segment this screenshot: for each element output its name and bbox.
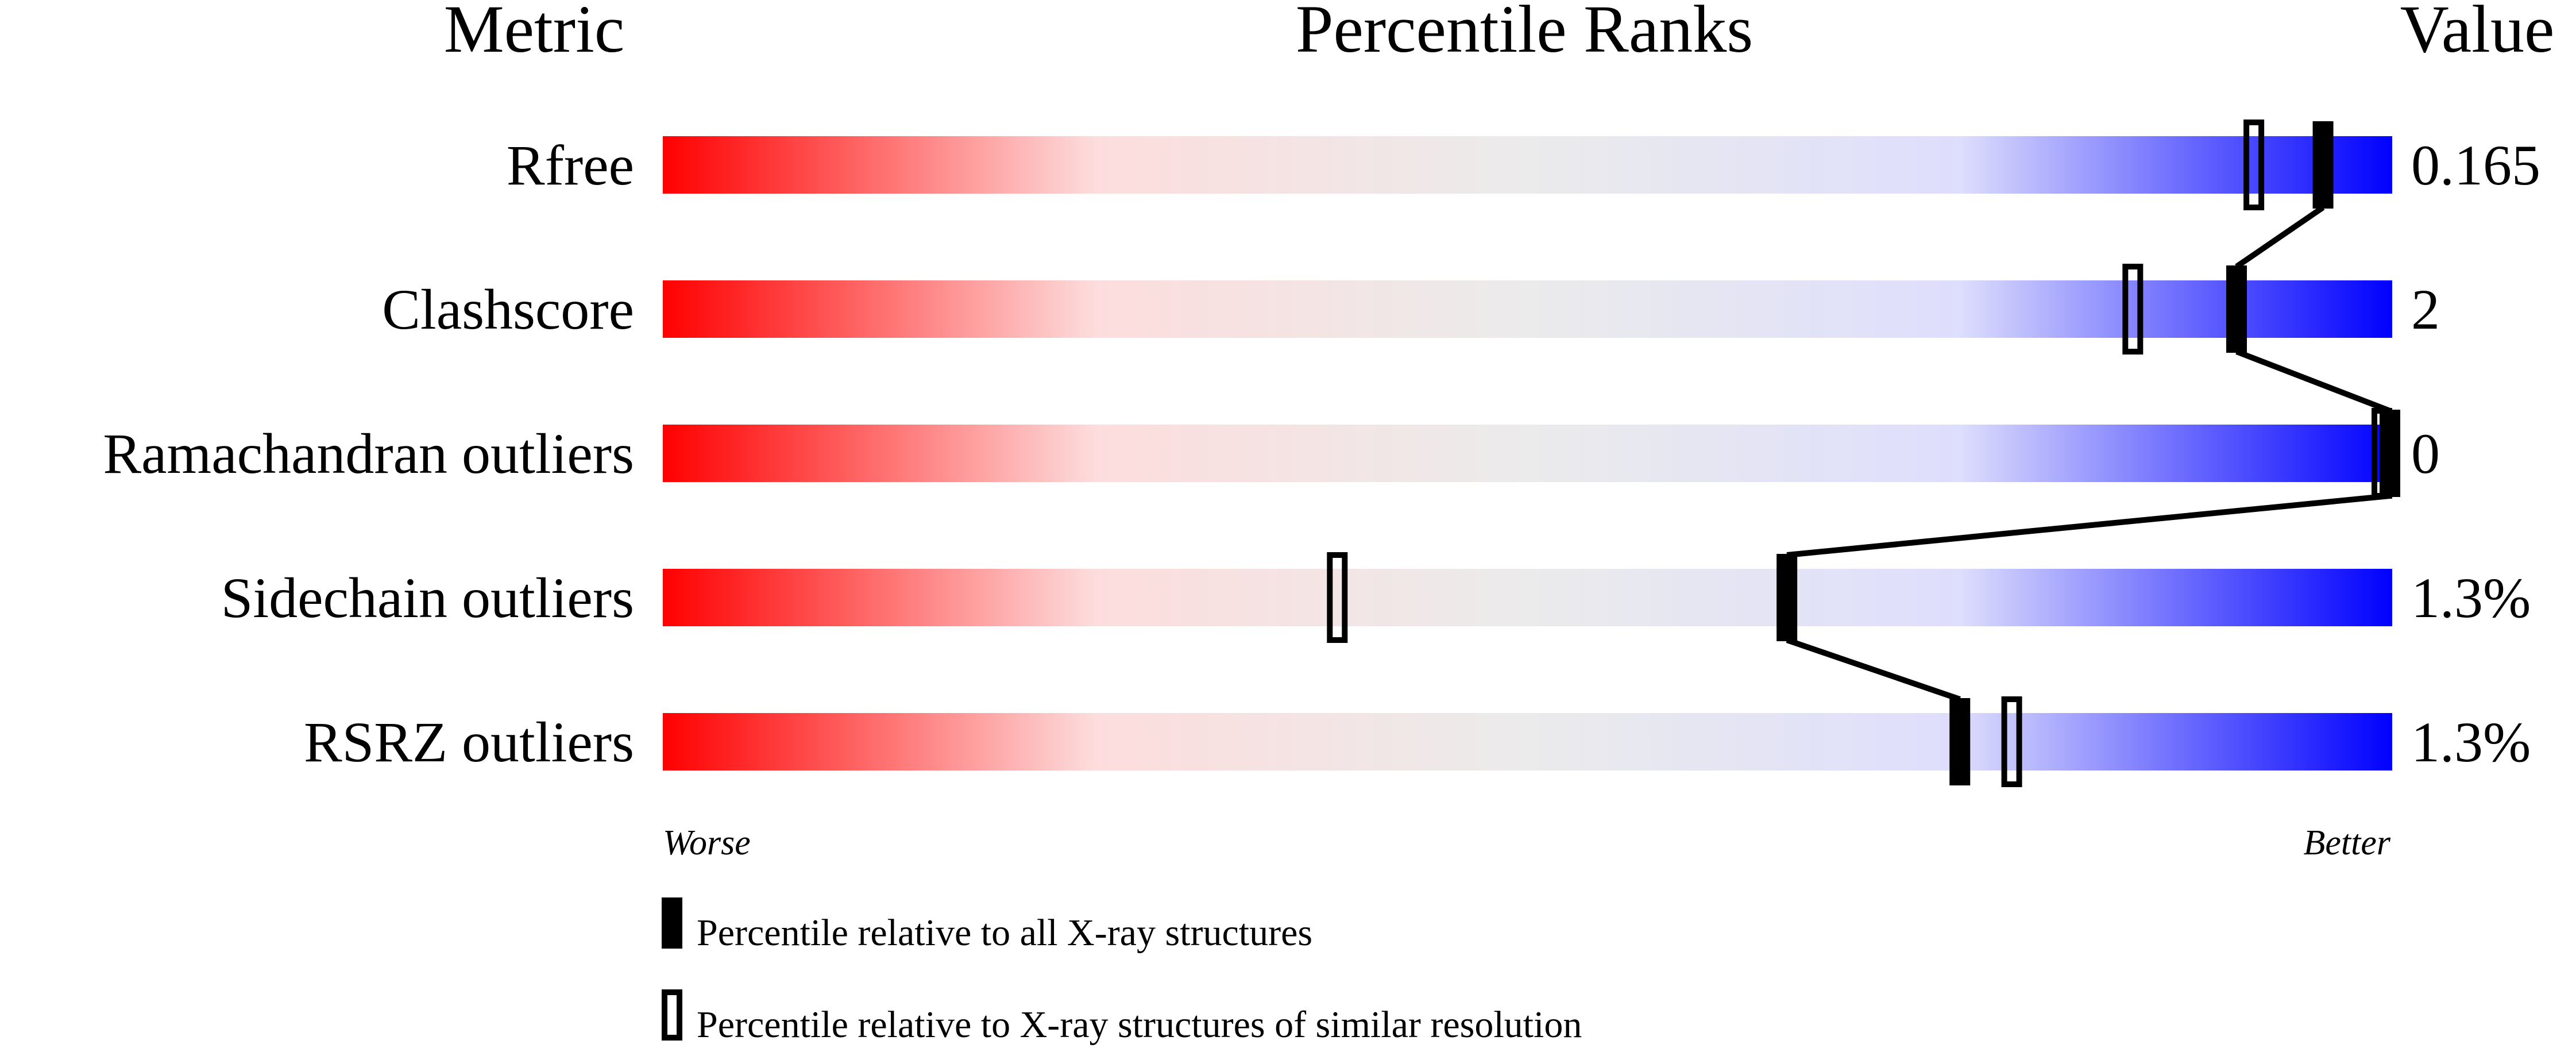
axis-label-worse: Worse <box>663 823 751 862</box>
metric-row: RSRZ outliers 1.3% <box>304 696 2531 787</box>
metric-value: 1.3% <box>2411 566 2531 630</box>
metric-label: Rfree <box>507 133 634 197</box>
percentile-bar <box>663 136 2392 194</box>
connector-line <box>1786 493 2390 558</box>
header-percentile-ranks: Percentile Ranks <box>1296 0 1753 67</box>
legend-open-marker <box>662 989 682 1041</box>
legend-filled-marker <box>662 897 682 949</box>
metric-value: 2 <box>2411 278 2440 341</box>
marker-all-structures <box>2312 121 2334 209</box>
marker-all-structures <box>2380 410 2400 497</box>
metric-row: Clashscore 2 <box>382 264 2440 355</box>
marker-similar-resolution <box>1327 552 1348 643</box>
metric-label: Sidechain outliers <box>221 566 634 630</box>
metric-row: Ramachandran outliers 0 <box>103 408 2440 499</box>
connector-line <box>2235 205 2325 269</box>
connector-line <box>2235 349 2391 414</box>
metric-label: Ramachandran outliers <box>103 422 634 486</box>
marker-all-structures <box>1949 698 1971 785</box>
metric-row: Rfree 0.165 <box>507 120 2540 210</box>
metric-label: RSRZ outliers <box>304 710 634 774</box>
percentile-bar <box>663 713 2392 770</box>
marker-all-structures <box>1776 554 1798 641</box>
percentile-bar <box>663 280 2392 338</box>
metric-row: Sidechain outliers 1.3% <box>221 552 2531 643</box>
metric-value: 1.3% <box>2411 710 2531 774</box>
marker-similar-resolution <box>2001 696 2022 787</box>
marker-all-structures <box>2226 265 2247 353</box>
legend-label-all: Percentile relative to all X-ray structu… <box>697 912 1312 954</box>
axis-label-better: Better <box>2304 823 2391 862</box>
percentile-bar <box>663 569 2392 626</box>
metric-value: 0.165 <box>2411 133 2540 197</box>
metric-label: Clashscore <box>382 278 634 341</box>
header-metric: Metric <box>444 0 625 67</box>
percentile-bar <box>663 425 2392 482</box>
marker-similar-resolution <box>2122 264 2144 355</box>
metric-value: 0 <box>2411 422 2440 486</box>
connector-line <box>1786 637 1961 702</box>
legend-label-similar: Percentile relative to X-ray structures … <box>697 1004 1582 1046</box>
header-value: Value <box>2400 0 2555 67</box>
marker-similar-resolution <box>2243 120 2265 210</box>
